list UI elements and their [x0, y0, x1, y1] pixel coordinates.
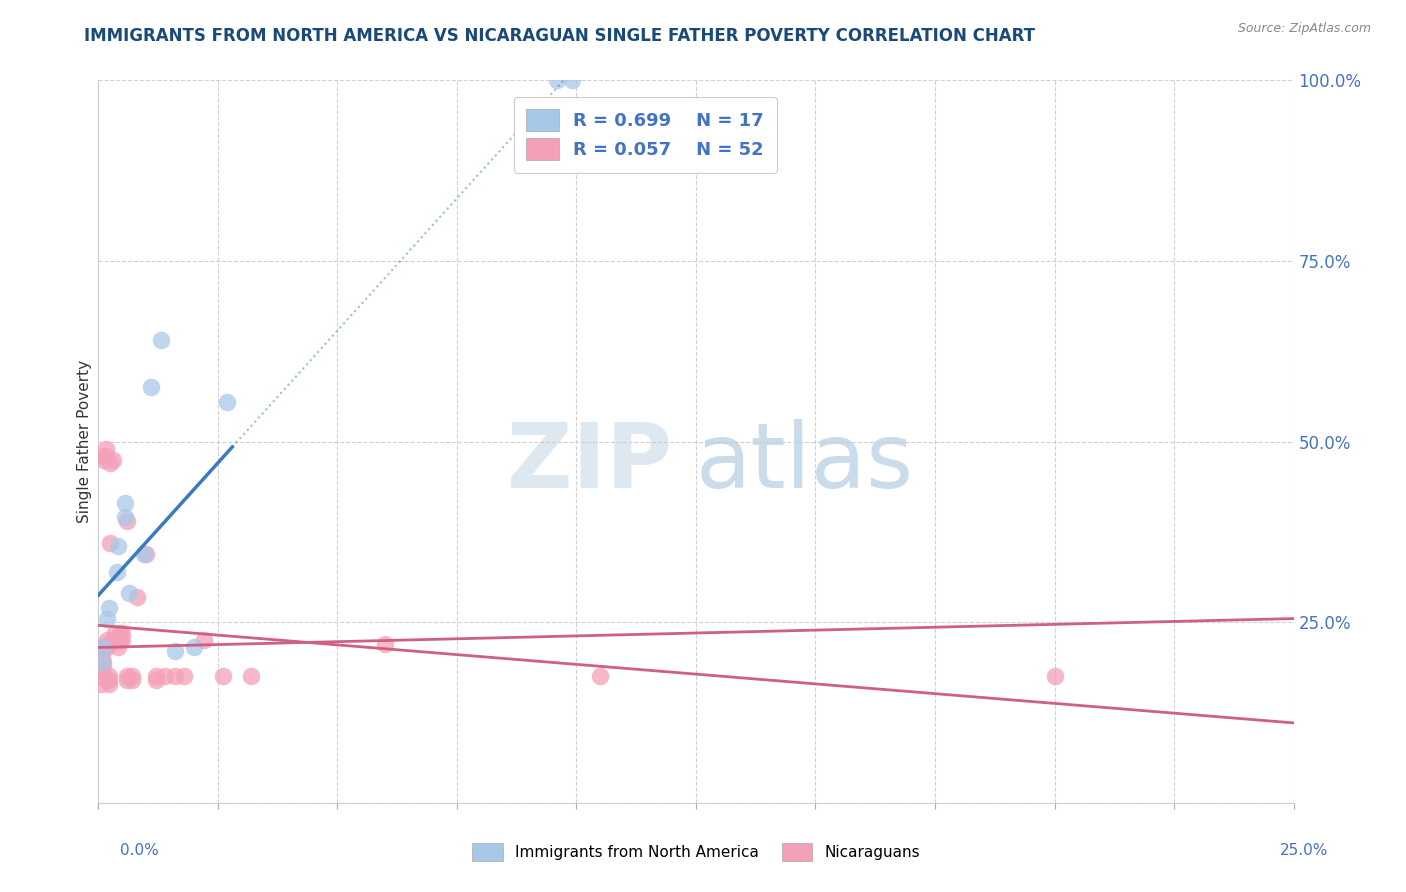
Point [97, 600, 120, 615]
Point [111, 633, 134, 648]
Point [561, 73, 583, 87]
Point [97, 669, 120, 683]
Point [107, 633, 129, 648]
Text: 25.0%: 25.0% [1281, 843, 1329, 858]
Point [93, 449, 115, 463]
Point [94, 442, 117, 456]
Point [90, 676, 112, 690]
Point [93, 452, 115, 467]
Legend: Immigrants from North America, Nicaraguans: Immigrants from North America, Nicaragua… [465, 837, 927, 867]
Point [97, 673, 120, 687]
Point [91, 644, 114, 658]
Text: ZIP: ZIP [508, 419, 672, 508]
Point [96, 611, 118, 625]
Point [91, 669, 114, 683]
Point [108, 633, 131, 648]
Point [104, 626, 127, 640]
Point [193, 633, 215, 648]
Point [163, 644, 186, 658]
Point [125, 590, 148, 604]
Point [121, 669, 143, 683]
Point [98, 535, 122, 549]
Point [1043, 669, 1066, 683]
Point [217, 394, 239, 409]
Point [114, 510, 136, 524]
Point [90, 662, 112, 676]
Point [173, 669, 195, 683]
Y-axis label: Single Father Poverty: Single Father Poverty [77, 360, 91, 523]
Point [132, 547, 155, 561]
Point [96, 673, 118, 687]
Point [105, 565, 128, 579]
Point [97, 676, 120, 690]
Point [115, 673, 138, 687]
Point [91, 655, 114, 669]
Point [108, 626, 131, 640]
Point [589, 669, 612, 683]
Point [91, 655, 114, 669]
Point [90, 669, 112, 683]
Point [374, 637, 396, 651]
Text: 0.0%: 0.0% [120, 843, 159, 858]
Text: Source: ZipAtlas.com: Source: ZipAtlas.com [1237, 22, 1371, 36]
Point [114, 496, 136, 510]
Point [91, 658, 114, 673]
Point [155, 669, 177, 683]
Point [115, 669, 138, 683]
Point [111, 626, 134, 640]
Point [145, 673, 167, 687]
Point [107, 640, 129, 655]
Point [107, 539, 129, 553]
Point [149, 334, 172, 348]
Text: IMMIGRANTS FROM NORTH AMERICA VS NICARAGUAN SINGLE FATHER POVERTY CORRELATION CH: IMMIGRANTS FROM NORTH AMERICA VS NICARAG… [84, 27, 1035, 45]
Point [96, 640, 118, 655]
Point [211, 669, 233, 683]
Point [139, 380, 162, 394]
Point [118, 586, 141, 600]
Point [115, 514, 138, 528]
Point [96, 633, 118, 648]
Point [101, 452, 124, 467]
Point [546, 73, 568, 87]
Point [104, 633, 127, 648]
Point [91, 665, 114, 680]
Point [90, 655, 112, 669]
Point [94, 449, 117, 463]
Point [91, 640, 114, 655]
Text: atlas: atlas [696, 419, 914, 508]
Point [240, 669, 263, 683]
Point [163, 669, 186, 683]
Point [91, 640, 114, 655]
Point [97, 637, 120, 651]
Point [98, 456, 122, 470]
Point [91, 651, 114, 665]
Point [145, 669, 167, 683]
Point [135, 547, 157, 561]
Point [121, 673, 143, 687]
Point [183, 640, 205, 655]
Point [101, 633, 124, 648]
